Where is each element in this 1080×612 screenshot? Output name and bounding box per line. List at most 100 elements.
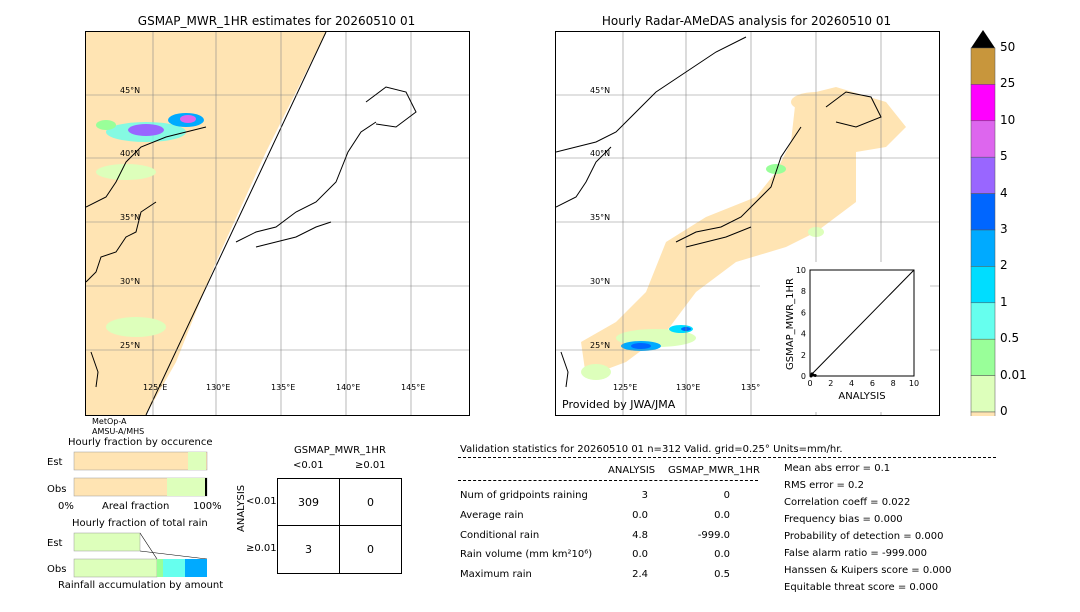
- score-line: Correlation coeff = 0.022: [784, 497, 911, 508]
- stat-analysis: 0.0: [632, 549, 648, 560]
- colorbar-label: 10: [1000, 112, 1016, 127]
- scatter-plot: 00 2 2 4 4 6 6 8 8 10 10 ANALYSIS GSMAP_MWR_1HR: [785, 266, 919, 402]
- left-map-canvas: 45°N 40°N 35°N 30°N 25°N 125°E 130°E 135…: [86, 32, 469, 415]
- scatter-diagonal: [809, 269, 915, 377]
- left-lat-label: 35°N: [120, 213, 140, 222]
- left-lon-label: 145°E: [401, 383, 425, 392]
- colorbar-band: [970, 156, 996, 194]
- colorbar-label: 2: [1000, 258, 1008, 273]
- right-lon-label: 135°E: [741, 383, 765, 392]
- colorbar-band: [970, 302, 996, 340]
- right-lat-label: 30°N: [590, 277, 610, 286]
- colorbar-label: 3: [1000, 222, 1008, 236]
- tot-est-bar: [73, 532, 141, 552]
- stat-gsmap: 0.5: [714, 569, 730, 580]
- contingency-row-lt: <0.01: [246, 496, 277, 507]
- occ-est-bar-rain: [188, 452, 206, 470]
- scatter-ytick: 0: [801, 372, 806, 381]
- colorbar-band: [970, 375, 996, 413]
- left-lon-label: 140°E: [336, 383, 360, 392]
- occ-est-label: Est: [47, 457, 63, 468]
- stat-label: Maximum rain: [460, 569, 532, 580]
- colorbar-label: 0: [1000, 404, 1008, 418]
- colorbar-band: [970, 47, 996, 85]
- left-lat-label: 40°N: [120, 149, 140, 158]
- total-rain-chart: [73, 532, 208, 578]
- scatter-ytick: 2: [801, 351, 806, 360]
- occ-obs-bar-rain: [167, 478, 205, 496]
- right-lat-label: 25°N: [590, 341, 610, 350]
- scatter-xtick: 6: [870, 379, 875, 388]
- contingency-cell: 0: [339, 525, 402, 574]
- occ-obs-bar-end: [205, 478, 207, 496]
- contingency-cell: 3: [277, 525, 340, 574]
- occ-axis-right: 100%: [193, 501, 222, 512]
- scatter-xlabel: ANALYSIS: [838, 391, 885, 402]
- stat-label: Num of gridpoints raining: [460, 490, 588, 501]
- left-map: 45°N 40°N 35°N 30°N 25°N 125°E 130°E 135…: [85, 31, 470, 416]
- stat-analysis: 4.8: [632, 530, 648, 541]
- score-line: Mean abs error = 0.1: [784, 463, 891, 474]
- scatter-xtick: 2: [828, 379, 833, 388]
- stat-gsmap: 0.0: [714, 549, 730, 560]
- left-map-title: GSMAP_MWR_1HR estimates for 20260510 01: [137, 14, 416, 28]
- contingency-cell: 309: [277, 478, 340, 526]
- scatter-ylabel: GSMAP_MWR_1HR: [785, 278, 796, 370]
- radar-coverage: [581, 87, 906, 377]
- stat-analysis: 2.4: [632, 569, 648, 580]
- total-title: Hourly fraction of total rain: [72, 518, 208, 529]
- right-lat-label: 35°N: [590, 213, 610, 222]
- contingency-side-label: ANALYSIS: [236, 484, 247, 532]
- score-line: Frequency bias = 0.000: [784, 514, 903, 525]
- occ-axis-mid: Areal fraction: [102, 501, 170, 512]
- scatter-xtick: 8: [891, 379, 896, 388]
- swath-edge: [145, 32, 327, 415]
- contingency-col-lt: <0.01: [293, 460, 324, 471]
- contingency-title: GSMAP_MWR_1HR: [294, 445, 386, 456]
- contingency-col-ge: ≥0.01: [355, 460, 386, 471]
- left-lat-label: 25°N: [120, 341, 140, 350]
- tot-obs-bar-1: [73, 558, 158, 578]
- score-line: Probability of detection = 0.000: [784, 531, 944, 542]
- stat-label: Average rain: [460, 510, 524, 521]
- right-lon-label: 130°E: [676, 383, 700, 392]
- right-lat-label: 40°N: [590, 149, 610, 158]
- tot-obs-label: Obs: [47, 564, 67, 575]
- sat-label-1: MetOp-A: [92, 417, 127, 426]
- stat-gsmap: 0: [723, 490, 730, 501]
- right-lon-label: 125°E: [613, 383, 637, 392]
- rainfall-caption: Rainfall accumulation by amount: [58, 580, 224, 591]
- colorbar-label: 5: [1000, 149, 1008, 164]
- colorbar-label: 4: [1000, 185, 1008, 200]
- tot-obs-bar-3: [163, 559, 185, 577]
- tot-est-label: Est: [47, 538, 63, 549]
- scatter-ytick: 4: [801, 330, 806, 339]
- colorbar-band: [970, 338, 996, 376]
- colorbar-band: [970, 120, 996, 158]
- validation-col-gsmap: GSMAP_MWR_1HR: [668, 465, 760, 476]
- scatter-ytick: 10: [796, 266, 806, 275]
- validation-divider: [458, 457, 996, 458]
- colorbar-extend-arrow: [971, 30, 995, 48]
- colorbar-label: 0.5: [1000, 331, 1020, 346]
- colorbar: [970, 30, 996, 416]
- scatter-point: [810, 372, 814, 376]
- scatter-ytick: 6: [801, 308, 806, 317]
- stat-label: Conditional rain: [460, 530, 540, 541]
- right-map-canvas: 45°N 40°N 35°N 30°N 25°N 125°E 130°E 135…: [556, 32, 939, 415]
- radar-credit: Provided by JWA/JMA: [562, 398, 676, 411]
- scatter-ytick: 8: [801, 287, 806, 296]
- validation-divider-2: [458, 480, 758, 481]
- scatter-xtick: 4: [849, 379, 854, 388]
- stat-label: Rain volume (mm km²10⁶): [460, 549, 593, 560]
- right-map-title: Hourly Radar-AMeDAS analysis for 2026051…: [601, 14, 892, 28]
- colorbar-band: [970, 229, 996, 267]
- score-line: Equitable threat score = 0.000: [784, 582, 939, 593]
- stat-analysis: 3: [641, 490, 648, 501]
- left-lat-label: 45°N: [120, 86, 140, 95]
- tot-obs-bar-4: [185, 559, 207, 577]
- contingency-row-ge: ≥0.01: [246, 543, 277, 554]
- stat-gsmap: -999.0: [697, 530, 730, 541]
- stat-analysis: 0.0: [632, 510, 648, 521]
- score-line: Hanssen & Kuipers score = 0.000: [784, 565, 952, 576]
